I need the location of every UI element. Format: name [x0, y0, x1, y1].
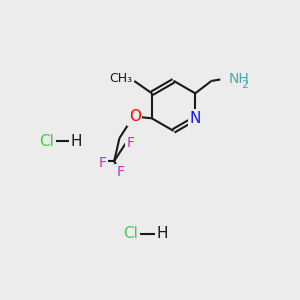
Text: H: H: [156, 226, 167, 242]
Text: F: F: [99, 155, 107, 170]
Text: N: N: [190, 111, 201, 126]
Text: 2: 2: [241, 80, 248, 90]
Text: NH: NH: [229, 73, 249, 86]
Text: O: O: [129, 110, 141, 124]
Text: F: F: [127, 136, 135, 150]
Text: Cl: Cl: [123, 226, 138, 242]
Text: H: H: [70, 134, 82, 149]
Text: CH₃: CH₃: [110, 71, 133, 85]
Text: Cl: Cl: [40, 134, 54, 149]
Text: F: F: [117, 165, 125, 179]
